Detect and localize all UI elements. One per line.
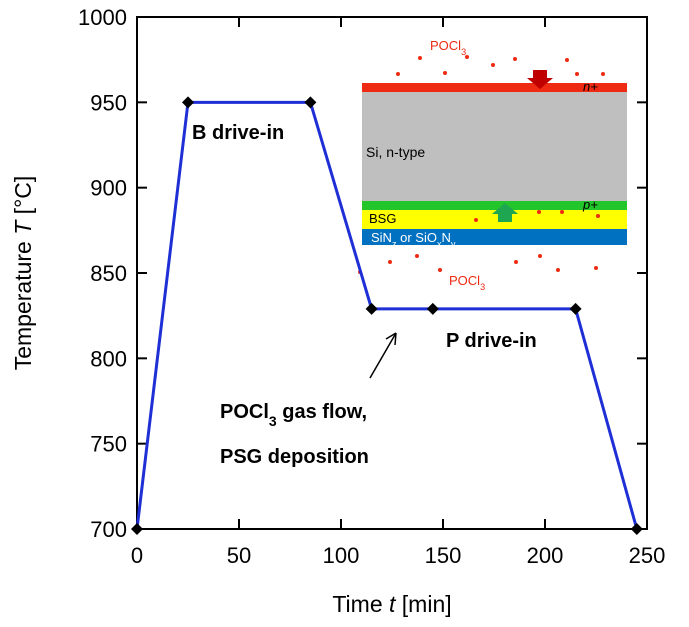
gas-dots	[358, 55, 605, 274]
inset-label-part: N	[442, 230, 451, 245]
data-marker	[630, 523, 643, 535]
annotation-part: 3	[269, 413, 277, 429]
data-marker	[304, 96, 317, 109]
x-axis-label: Time t [min]	[332, 591, 451, 617]
annotation-part: PSG deposition	[220, 446, 369, 468]
y-axis-label-part: [°C]	[10, 176, 36, 221]
annotation-part: POCl	[220, 401, 269, 423]
x-axis-label-part: Time	[332, 591, 389, 617]
annotation-part: P drive-in	[446, 330, 537, 352]
annotation-arrow	[369, 332, 397, 379]
data-marker	[426, 302, 439, 315]
annotation: B drive-in	[192, 122, 284, 144]
si-layer	[362, 92, 627, 202]
y-tick-label: 800	[90, 346, 127, 371]
data-marker	[569, 302, 582, 315]
x-tick-label: 150	[425, 543, 462, 568]
data-marker	[365, 302, 378, 315]
inset-label: SiNz or SiOxNy	[371, 230, 456, 249]
x-tick-label: 100	[323, 543, 360, 568]
arrow-down	[527, 70, 553, 89]
inset-label-part: POCl	[430, 38, 461, 53]
inset-label-part: 3	[480, 282, 485, 292]
nitride-layer	[362, 229, 627, 245]
y-axis-label-part: T	[10, 219, 36, 235]
inset-label-part: x	[437, 239, 442, 249]
inset-label-part: 3	[461, 47, 466, 57]
arrow-up	[492, 203, 518, 222]
x-tick-label: 50	[227, 543, 251, 568]
x-axis-label-part: t	[389, 591, 397, 617]
annotation: PSG deposition	[220, 446, 369, 468]
inset-label: n+	[583, 79, 598, 94]
inset-label-part: z	[392, 239, 397, 249]
y-tick-label: 900	[90, 176, 127, 201]
y-axis-label-part: Temperature	[10, 235, 36, 371]
inset-label: Si, n-type	[366, 144, 425, 160]
y-tick-label: 750	[90, 432, 127, 457]
x-axis-label-part: [min]	[395, 591, 451, 617]
data-marker	[182, 96, 194, 109]
annotation-part: B drive-in	[192, 122, 284, 144]
p-plus-layer	[362, 201, 627, 210]
x-tick-label: 200	[527, 543, 564, 568]
inset-label: BSG	[369, 211, 396, 226]
y-tick-label: 850	[90, 261, 127, 286]
inset-label-part: SiN	[371, 230, 392, 245]
y-tick-label: 1000	[78, 5, 127, 30]
inset-diagram	[358, 55, 627, 274]
bsg-layer	[362, 210, 627, 229]
inset-label: POCl3	[449, 273, 485, 292]
data-marker	[131, 523, 143, 535]
x-tick-label: 0	[131, 543, 143, 568]
inset-label: p+	[582, 197, 598, 212]
inset-label-part: POCl	[449, 273, 480, 288]
annotation-arrowhead	[385, 332, 397, 346]
annotation-part: gas flow,	[277, 401, 367, 423]
inset-label-part: or SiO	[397, 230, 437, 245]
inset-label: POCl3	[430, 38, 466, 57]
n-plus-layer	[362, 83, 627, 92]
y-tick-label: 950	[90, 90, 127, 115]
annotation: P drive-in	[446, 330, 537, 352]
y-axis-label: Temperature T [°C]	[10, 176, 36, 371]
annotation: POCl3 gas flow,	[220, 401, 367, 429]
x-tick-label: 250	[629, 543, 666, 568]
y-tick-label: 700	[90, 517, 127, 542]
inset-label-part: y	[451, 239, 456, 249]
